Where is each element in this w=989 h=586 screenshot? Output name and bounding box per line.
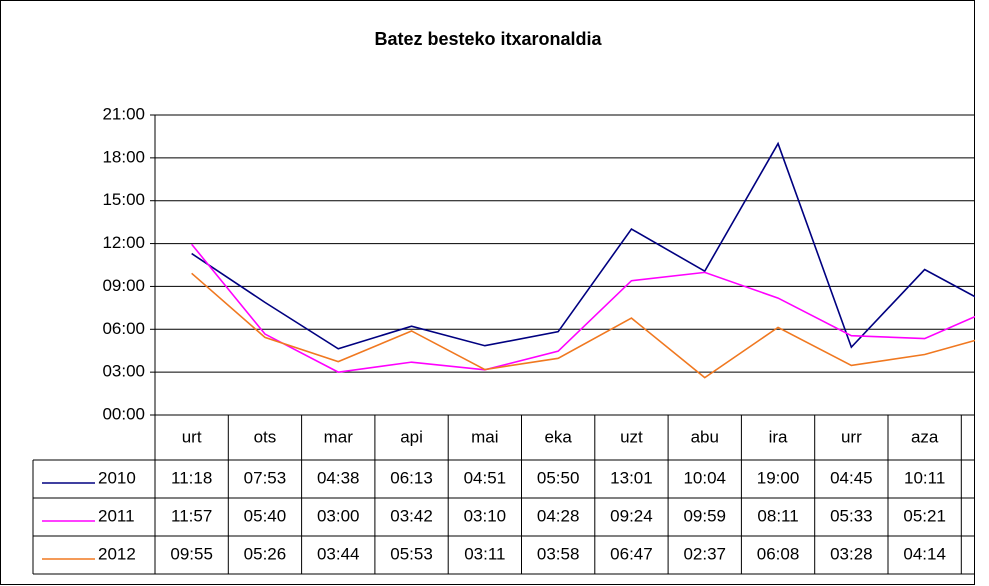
x-tick-label: abe — [984, 427, 989, 446]
legend-label: 2011 — [98, 506, 135, 525]
legend-label: 2012 — [98, 544, 136, 563]
y-tick-label: 12:00 — [102, 233, 145, 252]
y-tick-label: 15:00 — [102, 190, 145, 209]
table-cell: 03:58 — [537, 544, 580, 563]
table-cell: 07:53 — [244, 468, 287, 487]
x-tick-label: abu — [691, 427, 719, 446]
x-tick-label: urr — [841, 427, 862, 446]
table-cell: 03:10 — [464, 506, 507, 525]
table-cell: 08:11 — [757, 506, 798, 525]
x-tick-label: ots — [254, 427, 277, 446]
x-tick-label: uzt — [620, 427, 643, 446]
table-cell: 07:35 — [977, 506, 989, 525]
table-cell: 03:00 — [317, 506, 360, 525]
table-cell: 06:47 — [610, 544, 653, 563]
plot: 00:00 03:00 06:00 09:00 12:00 15:00 18:00 21:00… — [32, 104, 989, 575]
table-cell: 04:38 — [317, 468, 360, 487]
table-cell: 02:37 — [683, 544, 726, 563]
table-cell: 19:00 — [757, 468, 800, 487]
table-cell: 04:45 — [830, 468, 873, 487]
table-cell: 05:21 — [903, 506, 946, 525]
table-cell: 05:50 — [537, 468, 580, 487]
y-tick-label: 09:00 — [102, 276, 145, 295]
table-cell: 10:11 — [904, 468, 945, 487]
series-line — [191, 243, 975, 373]
series-line — [191, 141, 975, 350]
table-cell: 06:08 — [757, 544, 800, 563]
y-tick-label: 00:00 — [102, 404, 145, 423]
table-cell: 11:57 — [171, 506, 212, 525]
table-cell: 05:40 — [244, 506, 287, 525]
y-tick-label: 21:00 — [102, 104, 145, 123]
table-cell: 03:11 — [464, 544, 505, 563]
table-cell: 06:13 — [390, 468, 433, 487]
table-cell: 03:28 — [830, 544, 873, 563]
x-tick-label: mar — [324, 427, 354, 446]
chart-title: Batez besteko itxaronaldia — [374, 29, 602, 49]
table-cell: 05:26 — [244, 544, 287, 563]
series-line — [191, 272, 975, 379]
y-tick-label: 06:00 — [102, 319, 145, 338]
y-tick-label: 18:00 — [102, 147, 145, 166]
x-tick-label: ira — [769, 427, 788, 446]
table-cell: 09:59 — [683, 506, 726, 525]
x-tick-label: urt — [182, 427, 202, 446]
table-cell: 04:51 — [464, 468, 507, 487]
table-cell: 07:25 — [977, 468, 989, 487]
table-cell: 09:55 — [170, 544, 213, 563]
table-cell: 04:28 — [537, 506, 580, 525]
legend-label: 2010 — [98, 468, 136, 487]
table-cell: 13:01 — [610, 468, 653, 487]
table-cell: 09:24 — [610, 506, 653, 525]
table-cell: 11:18 — [171, 468, 212, 487]
table-cell: 05:40 — [977, 544, 989, 563]
x-tick-label: mai — [471, 427, 498, 446]
table-cell: 05:33 — [830, 506, 873, 525]
table-cell: 05:53 — [390, 544, 433, 563]
y-tick-label: 03:00 — [102, 362, 145, 381]
table-cell: 10:04 — [683, 468, 726, 487]
x-tick-label: aza — [911, 427, 939, 446]
x-tick-label: eka — [544, 427, 572, 446]
table-cell: 03:44 — [317, 544, 360, 563]
table-cell: 04:14 — [903, 544, 946, 563]
table-cell: 03:42 — [390, 506, 433, 525]
x-tick-label: api — [400, 427, 423, 446]
